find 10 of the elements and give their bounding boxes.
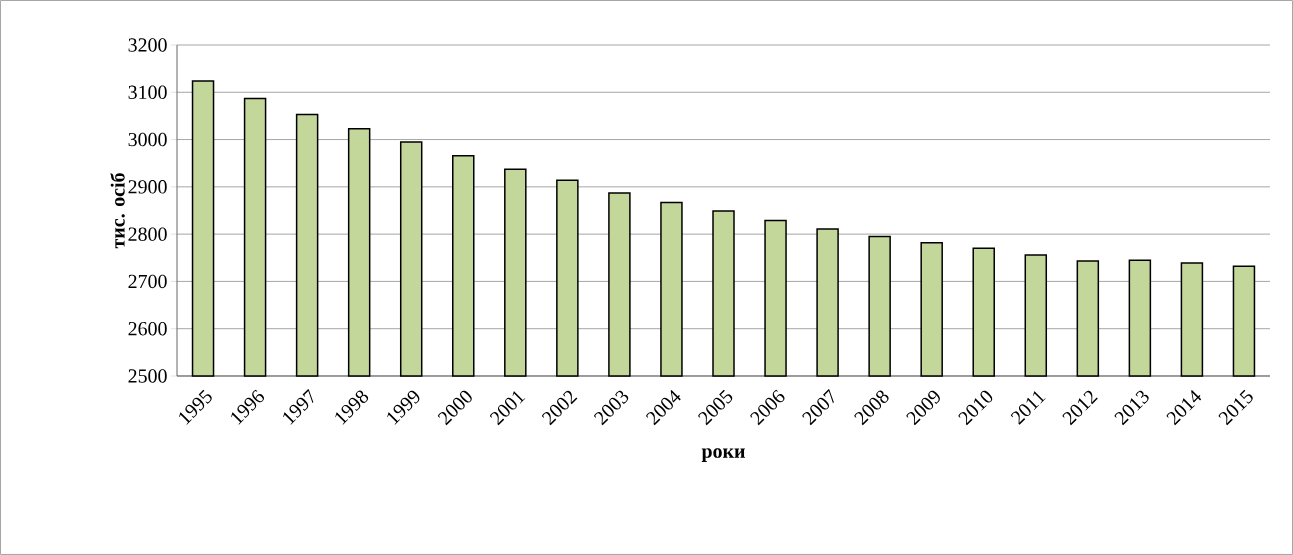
y-tick-label: 2500 xyxy=(128,369,167,383)
x-axis-title: роки xyxy=(701,448,745,462)
y-tick-label: 2800 xyxy=(128,227,167,241)
y-axis-title: тис. осіб xyxy=(110,173,125,249)
y-tick-label: 3000 xyxy=(128,132,167,147)
y-tick-label: 2700 xyxy=(128,274,167,289)
y-tick-label: 2900 xyxy=(128,180,167,194)
y-tick-label: 2600 xyxy=(128,321,167,336)
y-tick-label: 3200 xyxy=(128,38,167,52)
y-tick-label: 3100 xyxy=(128,85,167,99)
